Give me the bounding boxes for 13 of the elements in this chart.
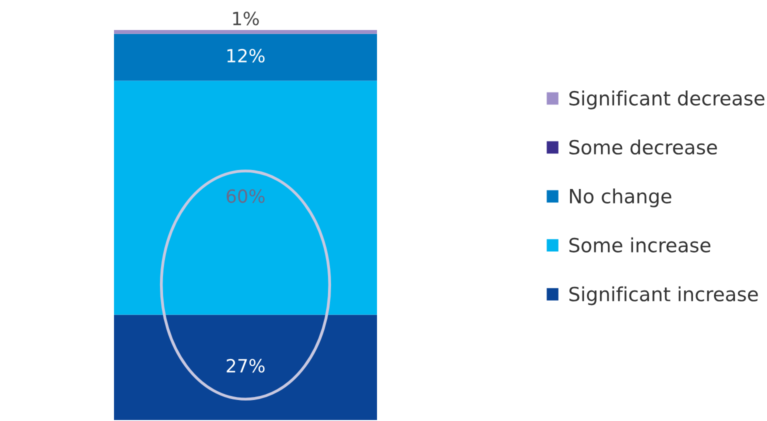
bar xyxy=(114,34,377,81)
legend-label: Significant decrease xyxy=(569,90,764,110)
bar xyxy=(114,314,377,420)
data-label: 1% xyxy=(233,12,259,26)
legend-label: Significant increase xyxy=(569,286,758,306)
legend-label: No change xyxy=(570,188,672,208)
data-label: 12% xyxy=(227,48,265,63)
legend-label: Some decrease xyxy=(569,140,717,155)
bar xyxy=(114,80,377,315)
legend-label: Some increase xyxy=(569,237,710,252)
data-label: 27% xyxy=(226,358,265,373)
bar xyxy=(114,30,377,34)
data-label: 60% xyxy=(226,189,265,203)
